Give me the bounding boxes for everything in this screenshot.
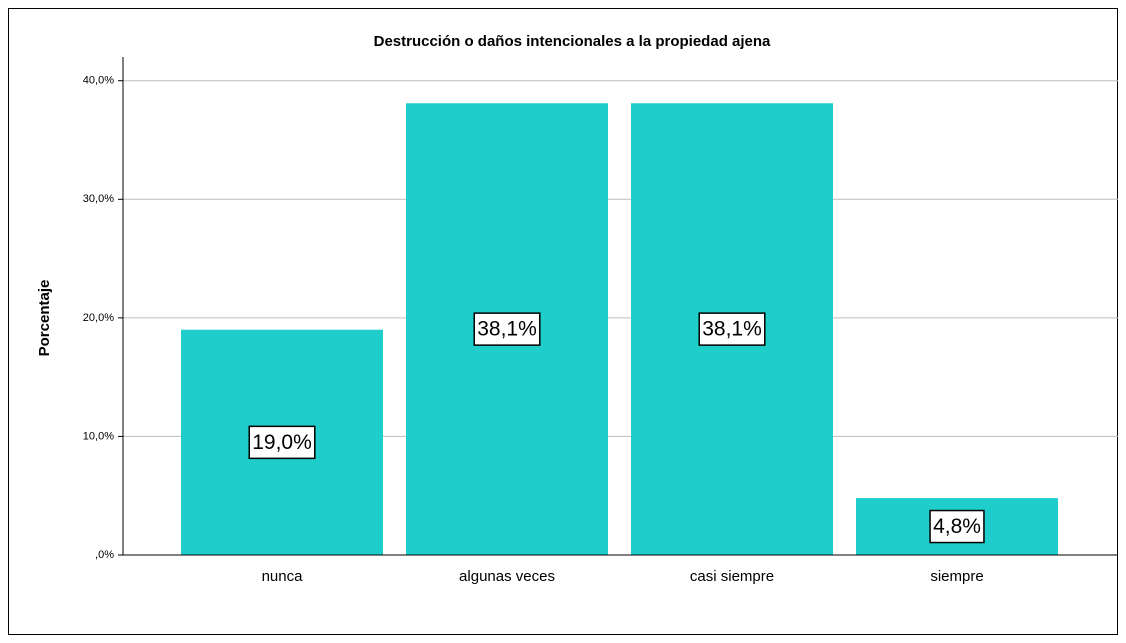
x-tick-label: algunas veces	[459, 568, 555, 585]
data-label: 38,1%	[477, 318, 537, 341]
chart-title: Destrucción o daños intencionales a la p…	[374, 33, 771, 50]
y-tick-label: 40,0%	[83, 75, 114, 87]
y-tick-label: 20,0%	[83, 312, 114, 324]
data-label: 4,8%	[933, 515, 981, 538]
data-label-box	[698, 312, 766, 346]
data-label-box	[929, 509, 985, 544]
y-axis-label: Porcentaje	[36, 280, 53, 357]
data-label-box	[473, 312, 541, 346]
x-tick-label: nunca	[262, 568, 304, 585]
data-label: 38,1%	[702, 318, 762, 341]
y-tick-label: 30,0%	[83, 193, 114, 205]
data-label: 19,0%	[252, 431, 312, 454]
y-tick-label: ,0%	[95, 549, 114, 561]
y-tick-label: 10,0%	[83, 430, 114, 442]
data-label-box	[248, 425, 316, 460]
x-tick-label: siempre	[930, 568, 983, 585]
x-tick-label: casi siempre	[690, 568, 774, 585]
